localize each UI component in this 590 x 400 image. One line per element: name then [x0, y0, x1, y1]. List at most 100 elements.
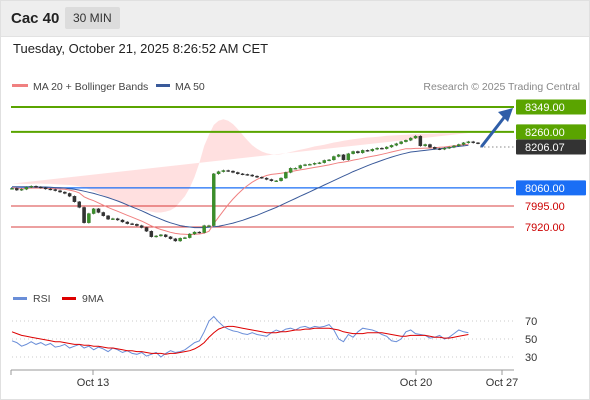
candle-down — [149, 231, 154, 237]
candle-up — [312, 163, 317, 165]
candle-down — [226, 170, 230, 172]
candle-down — [67, 193, 72, 197]
candle-up — [178, 238, 182, 242]
candle-down — [120, 219, 125, 223]
price-label-support: 7995.00 — [525, 201, 565, 213]
x-axis-label: Oct 27 — [486, 377, 518, 389]
candle-down — [125, 221, 130, 224]
ma50-legend-label: MA 50 — [175, 81, 205, 93]
candle-down — [163, 234, 168, 237]
rsi-tick-label: 50 — [525, 334, 537, 346]
candle-up — [207, 225, 211, 227]
candle-up — [327, 159, 331, 162]
candle-down — [96, 208, 101, 213]
candle-down — [77, 201, 82, 208]
candle-up — [29, 186, 33, 188]
price-labels-layer: 8349.00 8260.00 8206.07 8060.00 7995.00 7920.… — [480, 99, 586, 234]
candle-up — [384, 146, 389, 149]
candle-up — [293, 168, 298, 170]
candle-up — [317, 162, 322, 164]
candle-down — [260, 177, 264, 179]
rsi-ma-line — [11, 325, 469, 355]
candle-up — [447, 147, 451, 149]
candle-up — [308, 164, 312, 166]
candle-up — [461, 142, 466, 145]
candles-layer — [10, 135, 480, 242]
chart-header: Cac 40 30 MIN — [0, 0, 590, 37]
timestamp: Tuesday, October 21, 2025 8:26:52 AM CET — [13, 41, 269, 56]
candle-down — [197, 231, 202, 234]
candle-up — [408, 137, 413, 141]
rsi-legend-label: RSI — [33, 293, 51, 305]
candle-up — [19, 189, 24, 191]
candle-up — [389, 145, 394, 148]
candle-up — [303, 164, 307, 166]
x-axis: Oct 13 Oct 20 Oct 27 — [10, 369, 518, 389]
candle-down — [34, 186, 38, 188]
candle-down — [245, 174, 250, 176]
x-axis-label: Oct 13 — [77, 377, 109, 389]
candle-down — [269, 179, 274, 181]
candle-down — [106, 215, 110, 220]
level-lines-layer — [11, 106, 514, 228]
forecast-arrow-head — [498, 108, 513, 122]
ma20-swatch — [12, 84, 28, 87]
ma20-line — [11, 143, 469, 236]
candle-up — [423, 144, 427, 147]
candle-down — [15, 188, 19, 191]
price-label-resistance: 8260.00 — [525, 127, 565, 139]
moving-average-layer — [11, 143, 469, 236]
price-tag-target — [516, 99, 586, 115]
candle-up — [413, 135, 418, 139]
candle-down — [356, 151, 360, 154]
forecast-arrow-shaft — [480, 113, 508, 148]
candle-down — [236, 172, 240, 175]
candle-down — [130, 223, 134, 225]
candle-up — [279, 177, 283, 181]
candle-up — [91, 208, 96, 214]
candle-up — [399, 141, 403, 144]
candle-up — [332, 156, 336, 161]
candle-down — [433, 147, 437, 149]
candle-up — [111, 218, 115, 220]
candle-down — [53, 189, 57, 191]
candle-down — [63, 191, 67, 194]
candle-up — [298, 165, 302, 169]
candle-down — [101, 212, 106, 216]
rsi-ma-swatch — [62, 297, 76, 300]
ma20-legend-label: MA 20 + Bollinger Bands — [33, 81, 148, 93]
candle-up — [87, 213, 91, 223]
candle-up — [375, 147, 379, 150]
rsi-swatch — [13, 297, 27, 300]
candle-up — [452, 145, 456, 148]
candle-up — [370, 149, 375, 152]
price-label-current: 8206.07 — [525, 142, 565, 154]
candle-down — [471, 141, 475, 143]
rsi-panel: 70 50 30 — [11, 315, 537, 364]
candle-up — [288, 168, 293, 173]
candle-down — [380, 147, 384, 150]
candle-up — [394, 143, 399, 146]
bollinger-band-layer — [12, 119, 469, 213]
candle-down — [168, 236, 173, 239]
candle-down — [39, 186, 43, 189]
candle-up — [284, 172, 288, 179]
candle-up — [351, 151, 355, 154]
candle-up — [24, 187, 29, 190]
candle-up — [159, 234, 163, 237]
price-label-support: 7920.00 — [525, 222, 565, 234]
candle-down — [341, 154, 346, 161]
candle-up — [274, 180, 278, 182]
candle-down — [135, 224, 139, 226]
candle-up — [10, 188, 14, 190]
legend: MA 20 + Bollinger Bands MA 50 Research © 2… — [12, 81, 580, 305]
candle-up — [183, 237, 187, 239]
x-axis-label: Oct 20 — [400, 377, 432, 389]
candle-up — [404, 140, 408, 142]
timeframe-button[interactable]: 30 MIN — [65, 7, 120, 29]
candle-down — [365, 150, 370, 152]
candle-up — [202, 225, 206, 233]
candle-up — [322, 160, 327, 163]
candle-down — [82, 207, 86, 223]
rsi-line — [11, 315, 469, 358]
